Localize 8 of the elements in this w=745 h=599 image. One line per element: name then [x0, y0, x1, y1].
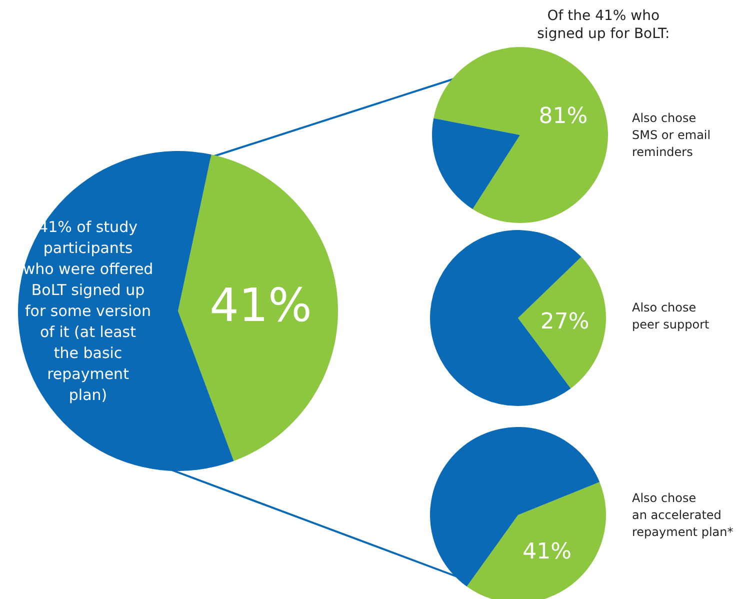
data-label: 41% [522, 539, 572, 564]
data-label: 41% [210, 278, 312, 332]
text: Also chose SMS or email reminders [632, 111, 711, 159]
text: Also chose peer support [632, 300, 710, 332]
text: Also chose an accelerated repayment plan* [632, 491, 734, 539]
data-label: 81% [538, 104, 588, 129]
data-label: 27% [540, 309, 590, 334]
chart-title: Of the 41% who signed up for BoLT: [537, 8, 670, 42]
